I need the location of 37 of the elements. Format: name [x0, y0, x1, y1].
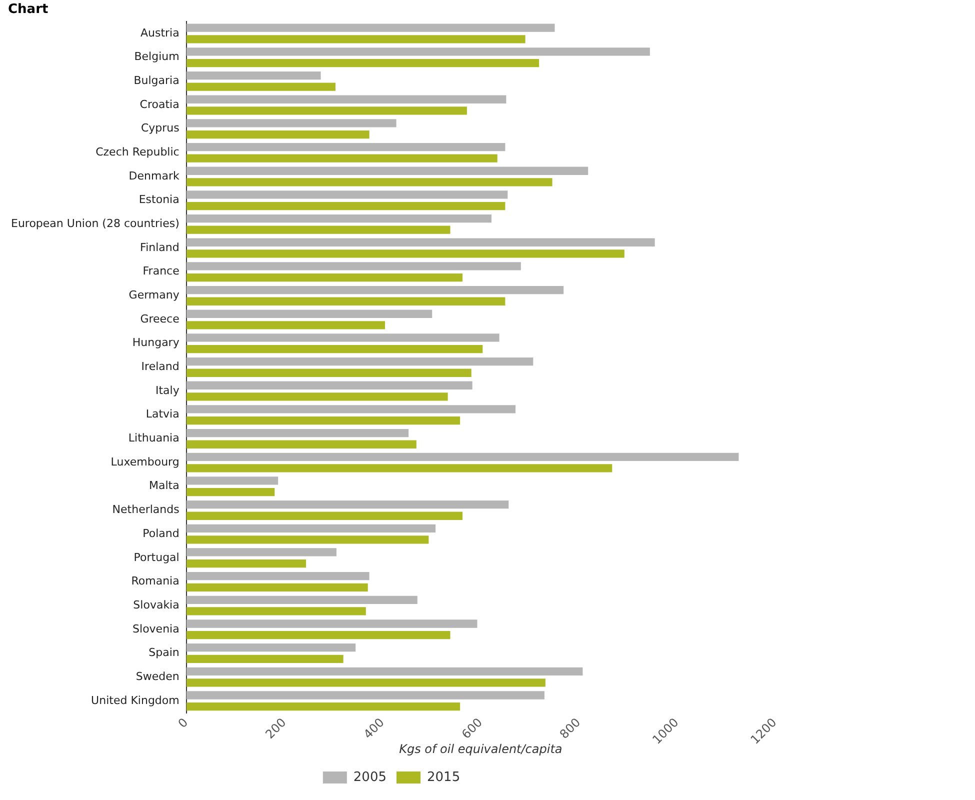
y-tick-label: United Kingdom [91, 694, 180, 707]
y-tick-label: Hungary [132, 336, 180, 350]
y-tick-label: European Union (28 countries) [11, 217, 180, 230]
y-tick-label: Bulgaria [134, 74, 180, 88]
x-tick-label: 400 [360, 715, 387, 742]
y-tick-label: Austria [140, 26, 180, 40]
x-tick-label: 800 [557, 715, 584, 742]
legend-label: 2015 [427, 770, 460, 785]
y-tick-label: Portugal [134, 550, 180, 564]
y-tick-label: Poland [142, 526, 180, 540]
x-tick-label: 600 [458, 715, 486, 742]
y-tick-label: Latvia [146, 408, 180, 421]
y-tick-label: Lithuania [128, 432, 180, 445]
y-tick-label: Sweden [136, 670, 180, 683]
y-tick-label: Romania [131, 574, 180, 588]
y-tick-label: Croatia [140, 98, 180, 111]
x-axis-title: Kgs of oil equivalent/capita [399, 742, 562, 756]
text: Chart [8, 2, 48, 18]
y-tick-label: France [142, 264, 180, 278]
x-tick-label: 0 [175, 715, 191, 731]
y-tick-label: Czech Republic [96, 146, 180, 159]
y-tick-label: Slovakia [133, 598, 180, 612]
y-tick-label: Ireland [141, 360, 180, 374]
y-tick-label: Greece [140, 312, 180, 326]
y-tick-label: Malta [149, 479, 180, 492]
y-tick-label: Germany [128, 288, 180, 302]
y-tick-label: Slovenia [132, 622, 180, 636]
y-tick-label: Finland [140, 240, 180, 254]
y-tick-label: Italy [155, 384, 180, 397]
y-tick-label: Denmark [128, 169, 180, 182]
y-tick-label: Spain [148, 646, 180, 660]
y-tick-label: Cyprus [140, 122, 180, 135]
y-tick-label: Estonia [138, 193, 180, 206]
y-tick-label: Belgium [134, 50, 180, 64]
y-tick-label: Netherlands [112, 503, 180, 516]
legend-label: 2005 [353, 770, 387, 785]
y-tick-label: Luxembourg [110, 455, 180, 468]
